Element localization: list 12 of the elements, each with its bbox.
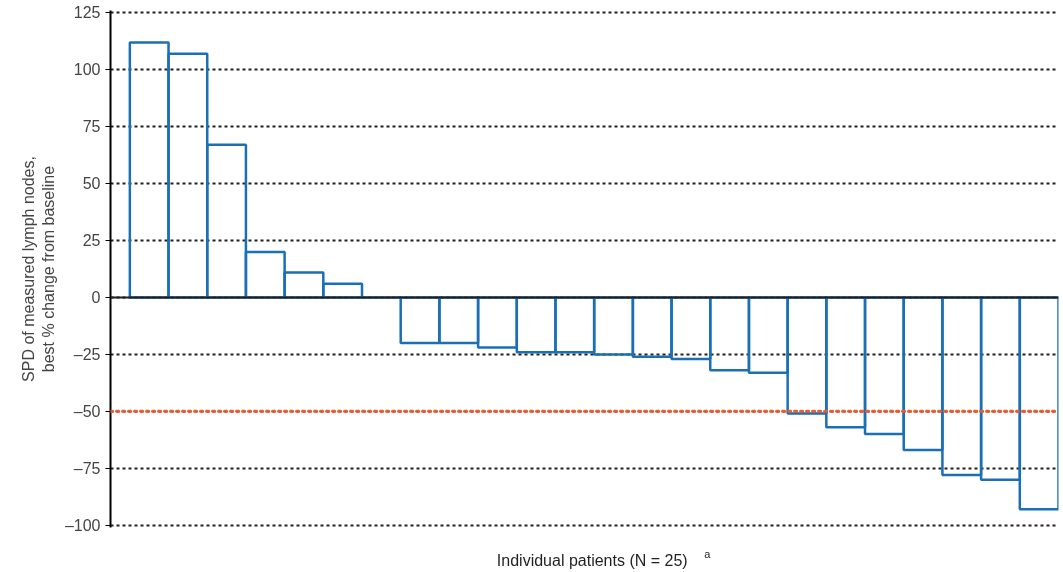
y-tick-label: 25 — [82, 232, 101, 250]
y-axis-title: SPD of measured lymph nodes, best % change from baseline — [19, 156, 57, 382]
y-tick-label: –50 — [73, 402, 101, 420]
y-tick-label: 50 — [82, 175, 101, 193]
x-axis-title: Individual patients (N = 25)a — [496, 548, 712, 569]
y-tick-label: 125 — [73, 4, 101, 22]
y-tick-label: –25 — [73, 345, 101, 363]
y-tick-label: 0 — [91, 288, 101, 306]
y-tick-label: –100 — [64, 516, 101, 534]
y-tick-label: –75 — [73, 459, 101, 477]
y-tick-label: 75 — [82, 118, 101, 136]
y-tick-label: 100 — [73, 61, 101, 79]
